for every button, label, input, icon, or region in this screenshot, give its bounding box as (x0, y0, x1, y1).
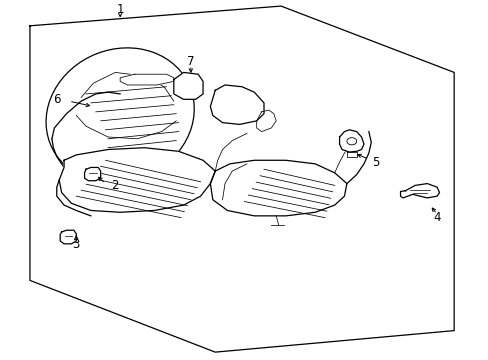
Polygon shape (400, 184, 439, 198)
Polygon shape (173, 72, 203, 99)
Polygon shape (210, 160, 346, 216)
Text: 2: 2 (111, 179, 119, 192)
Text: 5: 5 (372, 156, 379, 168)
Text: 3: 3 (72, 238, 80, 251)
Ellipse shape (46, 48, 194, 183)
Polygon shape (339, 130, 363, 152)
Text: 4: 4 (432, 211, 440, 224)
Polygon shape (84, 167, 101, 181)
Polygon shape (120, 74, 173, 85)
Text: 1: 1 (116, 3, 123, 16)
Polygon shape (256, 110, 276, 132)
Polygon shape (59, 148, 215, 212)
Polygon shape (60, 230, 76, 244)
Text: 6: 6 (53, 93, 61, 106)
Polygon shape (210, 85, 264, 125)
Text: 7: 7 (187, 55, 194, 68)
